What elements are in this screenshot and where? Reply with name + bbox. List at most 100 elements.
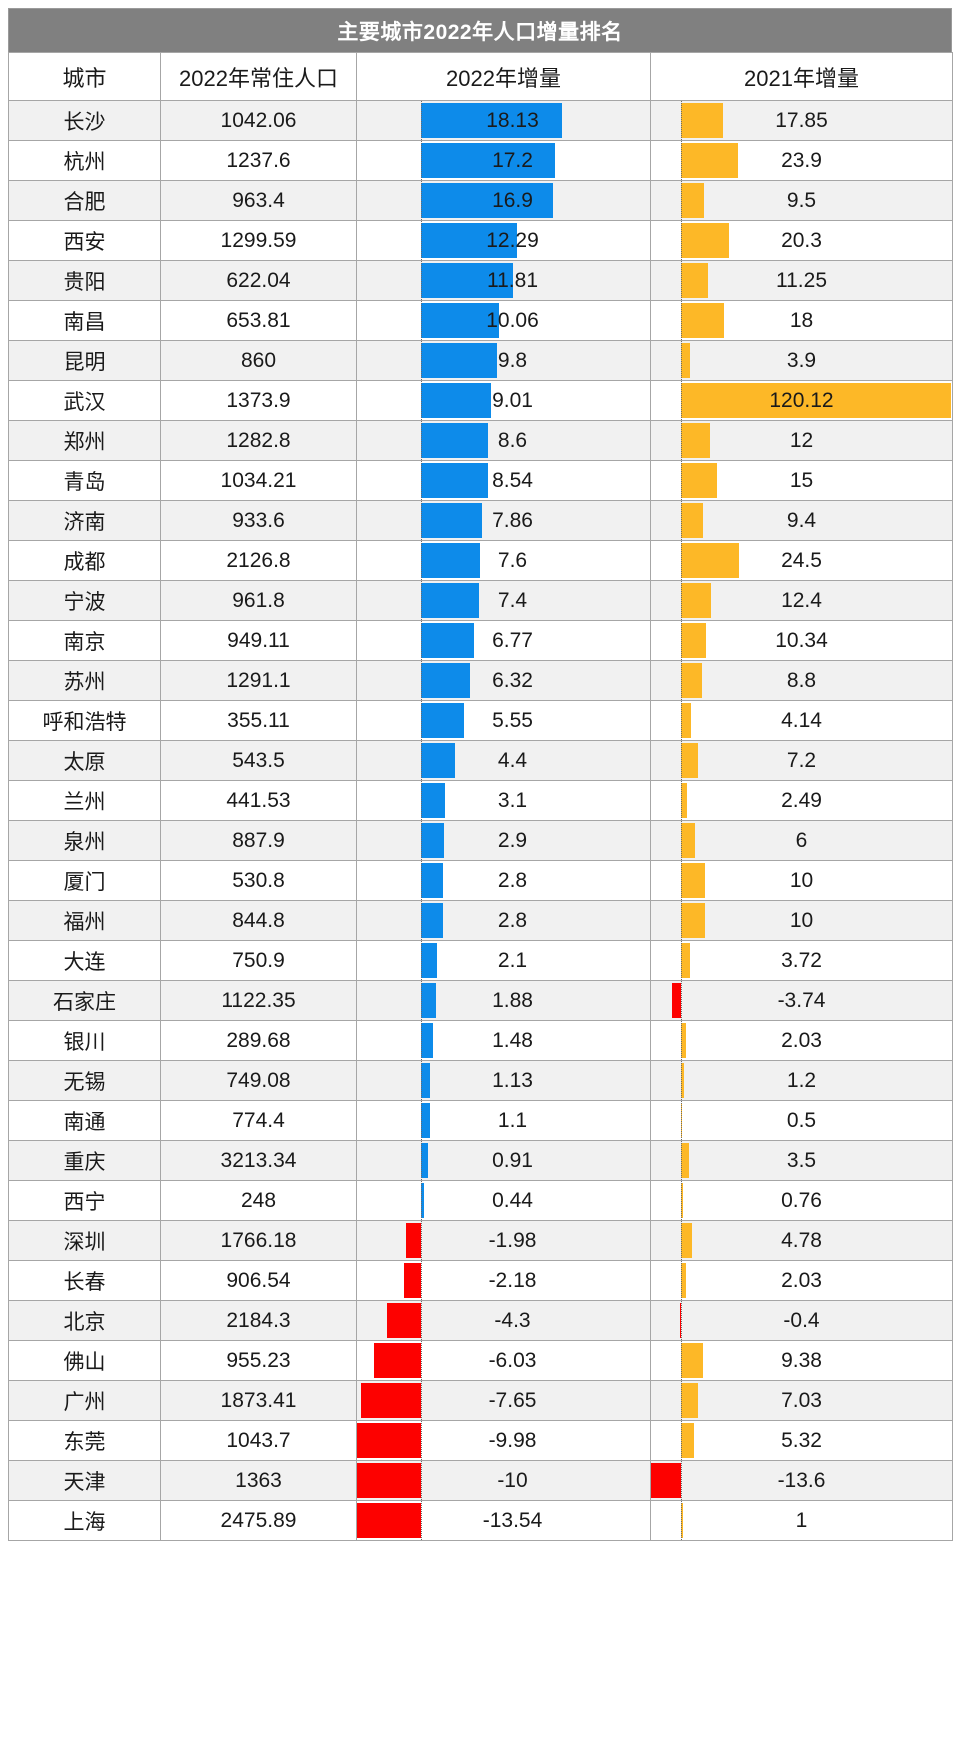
- value-growth-2021: -0.4: [783, 1308, 820, 1332]
- cell-population-2022: 3213.34: [160, 1140, 357, 1181]
- cell-growth-2021: 12.4: [650, 580, 953, 621]
- cell-growth-2022: 16.9: [356, 180, 651, 221]
- value-growth-2021: 20.3: [781, 228, 822, 252]
- cell-growth-2021: 9.38: [650, 1340, 953, 1381]
- cell-growth-2022: 4.4: [356, 740, 651, 781]
- value-growth-2022: 2.9: [497, 828, 528, 852]
- cell-population-2022: 963.4: [160, 180, 357, 221]
- bar-growth-2021-positive: [681, 903, 705, 938]
- cell-growth-2021: 3.5: [650, 1140, 953, 1181]
- zero-axis-growth-2021: [681, 341, 682, 380]
- zero-axis-growth-2021: [681, 461, 682, 500]
- bar-growth-2021-positive: [681, 1023, 686, 1058]
- zero-axis-growth-2022: [421, 1301, 422, 1340]
- cell-population-2022: 653.81: [160, 300, 357, 341]
- value-growth-2022: 17.2: [492, 148, 533, 172]
- zero-axis-growth-2022: [421, 1141, 422, 1180]
- cell-population-2022: 750.9: [160, 940, 357, 981]
- value-growth-2021: 120.12: [769, 388, 834, 412]
- column-header-growth-2022: 2022年增量: [356, 52, 651, 101]
- value-growth-2022: 11.81: [487, 268, 538, 292]
- value-growth-2021: 3.5: [786, 1148, 817, 1172]
- bar-growth-2022-positive: [421, 303, 500, 338]
- zero-axis-growth-2022: [421, 381, 422, 420]
- cell-population-2022: 1237.6: [160, 140, 357, 181]
- table-row: 郑州 1282.8 8.6 12: [8, 420, 953, 461]
- cell-growth-2022: 6.77: [356, 620, 651, 661]
- bar-growth-2021-positive: [681, 943, 690, 978]
- bar-growth-2022-negative: [357, 1463, 421, 1498]
- table-row: 南通 774.4 1.1 0.5: [8, 1100, 953, 1141]
- cell-growth-2021: 18: [650, 300, 953, 341]
- cell-growth-2021: 17.85: [650, 100, 953, 141]
- bar-growth-2022-negative: [357, 1503, 421, 1538]
- value-growth-2021: 8.8: [786, 668, 817, 692]
- zero-axis-growth-2022: [421, 1421, 422, 1460]
- cell-city: 兰州: [8, 780, 161, 821]
- cell-population-2022: 906.54: [160, 1260, 357, 1301]
- zero-axis-growth-2022: [421, 1101, 422, 1140]
- cell-growth-2022: 18.13: [356, 100, 651, 141]
- table-row: 大连 750.9 2.1 3.72: [8, 940, 953, 981]
- value-growth-2021: 18: [789, 308, 814, 332]
- bar-growth-2022-negative: [403, 1263, 421, 1298]
- zero-axis-growth-2022: [421, 781, 422, 820]
- cell-city: 福州: [8, 900, 161, 941]
- bar-growth-2022-positive: [421, 1103, 430, 1138]
- table-row: 天津 1363 -10 -13.6: [8, 1460, 953, 1501]
- value-growth-2022: 0.44: [492, 1188, 533, 1212]
- value-growth-2021: 5.32: [781, 1428, 822, 1452]
- table-row: 合肥 963.4 16.9 9.5: [8, 180, 953, 221]
- cell-population-2022: 1282.8: [160, 420, 357, 461]
- value-growth-2022: 1.1: [497, 1108, 528, 1132]
- value-growth-2021: 10: [789, 908, 814, 932]
- zero-axis-growth-2021: [681, 261, 682, 300]
- cell-growth-2021: -13.6: [650, 1460, 953, 1501]
- value-growth-2021: 9.4: [786, 508, 817, 532]
- table-row: 兰州 441.53 3.1 2.49: [8, 780, 953, 821]
- bar-growth-2021-positive: [681, 463, 717, 498]
- table-body: 长沙 1042.06 18.13 17.85 杭州 1237.6 17.2 23.9 合肥 963…: [8, 100, 953, 1541]
- cell-population-2022: 1034.21: [160, 460, 357, 501]
- cell-growth-2022: 2.9: [356, 820, 651, 861]
- table-row: 福州 844.8 2.8 10: [8, 900, 953, 941]
- table-row: 青岛 1034.21 8.54 15: [8, 460, 953, 501]
- cell-city: 宁波: [8, 580, 161, 621]
- bar-growth-2022-positive: [421, 703, 465, 738]
- value-growth-2022: -1.98: [488, 1228, 537, 1252]
- value-growth-2022: 2.8: [497, 868, 528, 892]
- value-growth-2022: -6.03: [488, 1348, 537, 1372]
- value-growth-2021: 7.2: [786, 748, 817, 772]
- zero-axis-growth-2022: [421, 1261, 422, 1300]
- cell-growth-2022: 1.48: [356, 1020, 651, 1061]
- bar-growth-2021-positive: [681, 703, 691, 738]
- cell-growth-2022: 6.32: [356, 660, 651, 701]
- cell-growth-2022: 9.8: [356, 340, 651, 381]
- table-row: 杭州 1237.6 17.2 23.9: [8, 140, 953, 181]
- table-row: 南京 949.11 6.77 10.34: [8, 620, 953, 661]
- bar-growth-2022-positive: [421, 1183, 425, 1218]
- zero-axis-growth-2021: [681, 381, 682, 420]
- bar-growth-2022-negative: [387, 1303, 421, 1338]
- value-growth-2022: -9.98: [488, 1428, 537, 1452]
- header-row: 城市 2022年常住人口 2022年增量 2021年增量: [8, 52, 953, 101]
- cell-city: 长春: [8, 1260, 161, 1301]
- zero-axis-growth-2022: [421, 1461, 422, 1500]
- bar-growth-2022-positive: [421, 1063, 430, 1098]
- bar-growth-2022-positive: [421, 263, 514, 298]
- bar-growth-2022-positive: [421, 423, 489, 458]
- cell-growth-2021: 5.32: [650, 1420, 953, 1461]
- bar-growth-2022-negative: [373, 1343, 421, 1378]
- zero-axis-growth-2021: [681, 1101, 682, 1140]
- cell-growth-2021: 10: [650, 860, 953, 901]
- cell-growth-2022: 1.88: [356, 980, 651, 1021]
- bar-growth-2022-positive: [421, 223, 517, 258]
- cell-growth-2021: 3.9: [650, 340, 953, 381]
- value-growth-2022: 18.13: [486, 108, 539, 132]
- cell-population-2022: 1291.1: [160, 660, 357, 701]
- cell-city: 郑州: [8, 420, 161, 461]
- bar-growth-2022-positive: [421, 823, 444, 858]
- cell-population-2022: 543.5: [160, 740, 357, 781]
- cell-growth-2022: 9.01: [356, 380, 651, 421]
- bar-growth-2022-positive: [421, 343, 498, 378]
